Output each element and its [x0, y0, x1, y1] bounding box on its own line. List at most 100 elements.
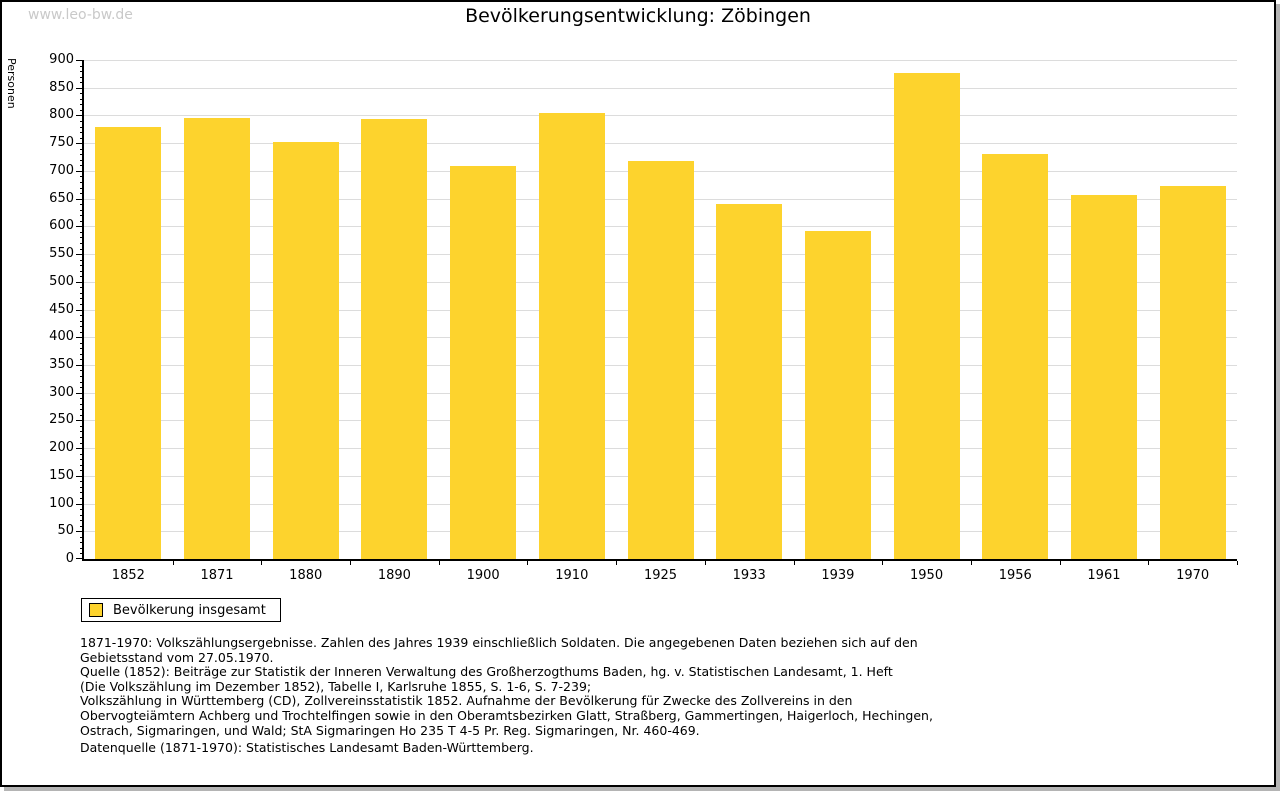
y-minor-tick	[80, 82, 84, 84]
bar	[538, 112, 605, 559]
gridline	[84, 87, 1237, 89]
gridline	[84, 115, 1237, 117]
y-major-tick	[76, 503, 84, 505]
plot-area: 0 50 100 150 200 250 300 350 400 450 500 550 600 650 7…	[49, 52, 1238, 583]
x-boundary-tick	[1237, 561, 1238, 565]
y-tick-label: 750	[49, 135, 74, 151]
bar	[893, 72, 960, 559]
x-tick-label: 1956	[998, 568, 1032, 583]
y-minor-tick	[80, 242, 84, 244]
gridline	[84, 143, 1237, 145]
x-tick-label: 1910	[555, 568, 589, 583]
y-major-tick	[76, 226, 84, 228]
y-minor-tick	[80, 470, 84, 472]
y-minor-tick	[80, 359, 84, 361]
footnote-line: Gebietsstand vom 27.05.1970.	[80, 649, 274, 665]
y-minor-tick	[80, 542, 84, 544]
x-tick-label: 1933	[732, 568, 766, 583]
bar	[95, 126, 162, 559]
y-minor-tick	[80, 520, 84, 522]
watermark: www.leo-bw.de	[28, 7, 133, 23]
x-boundary-tick	[172, 561, 174, 565]
bar	[1159, 185, 1226, 559]
y-minor-tick	[80, 431, 84, 433]
y-minor-tick	[80, 437, 84, 439]
y-minor-tick	[80, 315, 84, 317]
y-major-tick	[76, 531, 84, 533]
y-minor-tick	[80, 370, 84, 372]
y-minor-tick	[80, 165, 84, 167]
y-minor-tick	[80, 76, 84, 78]
y-minor-tick	[80, 237, 84, 239]
y-tick-label: 850	[49, 79, 74, 95]
y-minor-tick	[80, 553, 84, 555]
y-minor-tick	[80, 481, 84, 483]
y-minor-tick	[80, 270, 84, 272]
y-minor-tick	[80, 231, 84, 233]
y-minor-tick	[80, 298, 84, 300]
y-minor-tick	[80, 65, 84, 67]
x-boundary-tick	[261, 561, 263, 565]
legend-label: Bevölkerung insgesamt	[113, 602, 266, 618]
y-minor-tick	[80, 353, 84, 355]
bar	[716, 204, 783, 559]
y-major-tick	[76, 364, 84, 366]
y-minor-tick	[80, 159, 84, 161]
x-tick-label: 1970	[1176, 568, 1210, 583]
x-tick-label: 1852	[111, 568, 145, 583]
y-minor-tick	[80, 547, 84, 549]
y-major-tick	[76, 254, 84, 256]
y-tick-label: 400	[49, 329, 74, 345]
footnote-line: Volkszählung in Württemberg (CD), Zollve…	[80, 693, 853, 709]
bar	[804, 231, 871, 559]
y-major-tick	[76, 170, 84, 172]
y-minor-tick	[80, 414, 84, 416]
y-tick-label: 550	[49, 246, 74, 262]
x-boundary-tick	[882, 561, 884, 565]
y-major-tick	[76, 143, 84, 145]
y-tick-label: 450	[49, 301, 74, 317]
y-minor-tick	[80, 398, 84, 400]
y-tick-label: 50	[57, 523, 74, 539]
y-minor-tick	[80, 514, 84, 516]
legend: Bevölkerung insgesamt	[81, 598, 281, 622]
y-minor-tick	[80, 132, 84, 134]
x-boundary-tick	[438, 561, 440, 565]
y-minor-tick	[80, 148, 84, 150]
y-minor-tick	[80, 287, 84, 289]
y-minor-tick	[80, 126, 84, 128]
y-minor-tick	[80, 215, 84, 217]
y-minor-tick	[80, 409, 84, 411]
x-boundary-tick	[527, 561, 529, 565]
y-minor-tick	[80, 120, 84, 122]
x-tick-label: 1900	[466, 568, 500, 583]
y-minor-tick	[80, 154, 84, 156]
y-minor-tick	[80, 403, 84, 405]
y-major-tick	[76, 309, 84, 311]
y-major-tick	[76, 475, 84, 477]
y-minor-tick	[80, 342, 84, 344]
y-minor-tick	[80, 331, 84, 333]
y-minor-tick	[80, 525, 84, 527]
x-boundary-tick	[793, 561, 795, 565]
y-minor-tick	[80, 381, 84, 383]
y-minor-tick	[80, 187, 84, 189]
bar	[272, 142, 339, 559]
y-minor-tick	[80, 176, 84, 178]
x-boundary-tick	[1059, 561, 1061, 565]
y-tick-label: 900	[49, 52, 74, 67]
y-minor-tick	[80, 492, 84, 494]
y-major-tick	[76, 392, 84, 394]
y-tick-label: 350	[49, 356, 74, 372]
bar	[627, 161, 694, 559]
x-boundary-tick	[704, 561, 706, 565]
y-major-tick	[76, 448, 84, 450]
y-minor-tick	[80, 376, 84, 378]
y-minor-tick	[80, 326, 84, 328]
y-tick-label: 0	[65, 551, 74, 566]
y-axis-title: Personen	[5, 58, 18, 109]
x-tick-label: 1890	[377, 568, 411, 583]
y-minor-tick	[80, 425, 84, 427]
y-major-tick	[76, 87, 84, 89]
